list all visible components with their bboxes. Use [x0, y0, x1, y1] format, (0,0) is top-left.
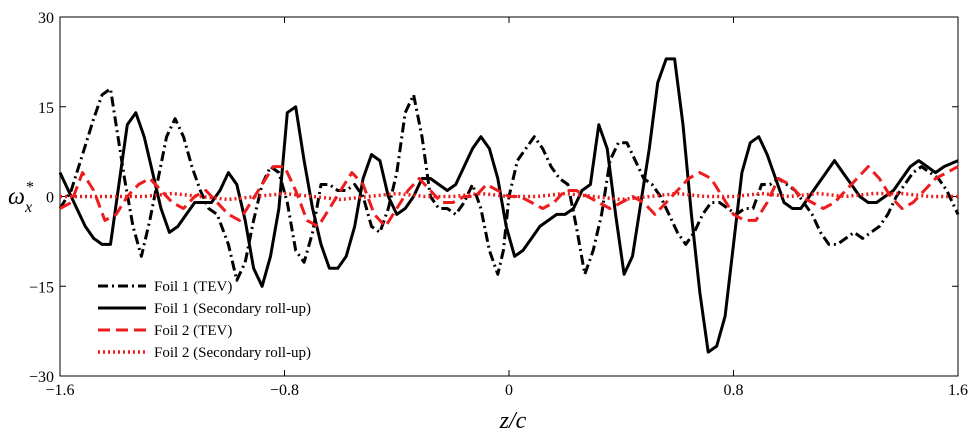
legend-label-1: Foil 1 (TEV) — [154, 279, 232, 295]
tick-labels: −1.6 −0.8 0 0.8 1.6 −30 −15 0 15 30 — [29, 10, 968, 399]
y-tick-label: 0 — [46, 190, 54, 207]
x-tick-label: 0 — [505, 382, 513, 399]
legend-label-2: Foil 1 (Secondary roll-up) — [154, 301, 311, 317]
legend-label-3: Foil 2 (TEV) — [154, 323, 232, 339]
x-tick-label: −0.8 — [270, 382, 299, 399]
series-line-1 — [58, 87, 960, 282]
series-line-2 — [58, 57, 959, 354]
x-tick-label: −1.6 — [45, 382, 74, 399]
y-axis-title-subscript: x — [24, 199, 32, 216]
series-line-4 — [60, 191, 958, 202]
y-tick-label: 15 — [38, 100, 54, 117]
y-tick-label: −30 — [29, 369, 54, 386]
y-axis-title: ω x * — [8, 179, 34, 216]
y-axis-title-superscript: * — [26, 179, 34, 196]
x-tick-label: 0.8 — [724, 382, 744, 399]
x-tick-label: 1.6 — [948, 382, 968, 399]
legend-label-4: Foil 2 (Secondary roll-up) — [154, 345, 311, 361]
y-tick-label: −15 — [29, 279, 54, 296]
series-group — [58, 57, 960, 354]
y-tick-label: 30 — [38, 10, 54, 27]
y-axis-title-main: ω — [8, 184, 25, 210]
legend: Foil 1 (TEV) Foil 1 (Secondary roll-up) Fo… — [98, 279, 311, 361]
x-axis-title: z/c — [499, 408, 527, 434]
